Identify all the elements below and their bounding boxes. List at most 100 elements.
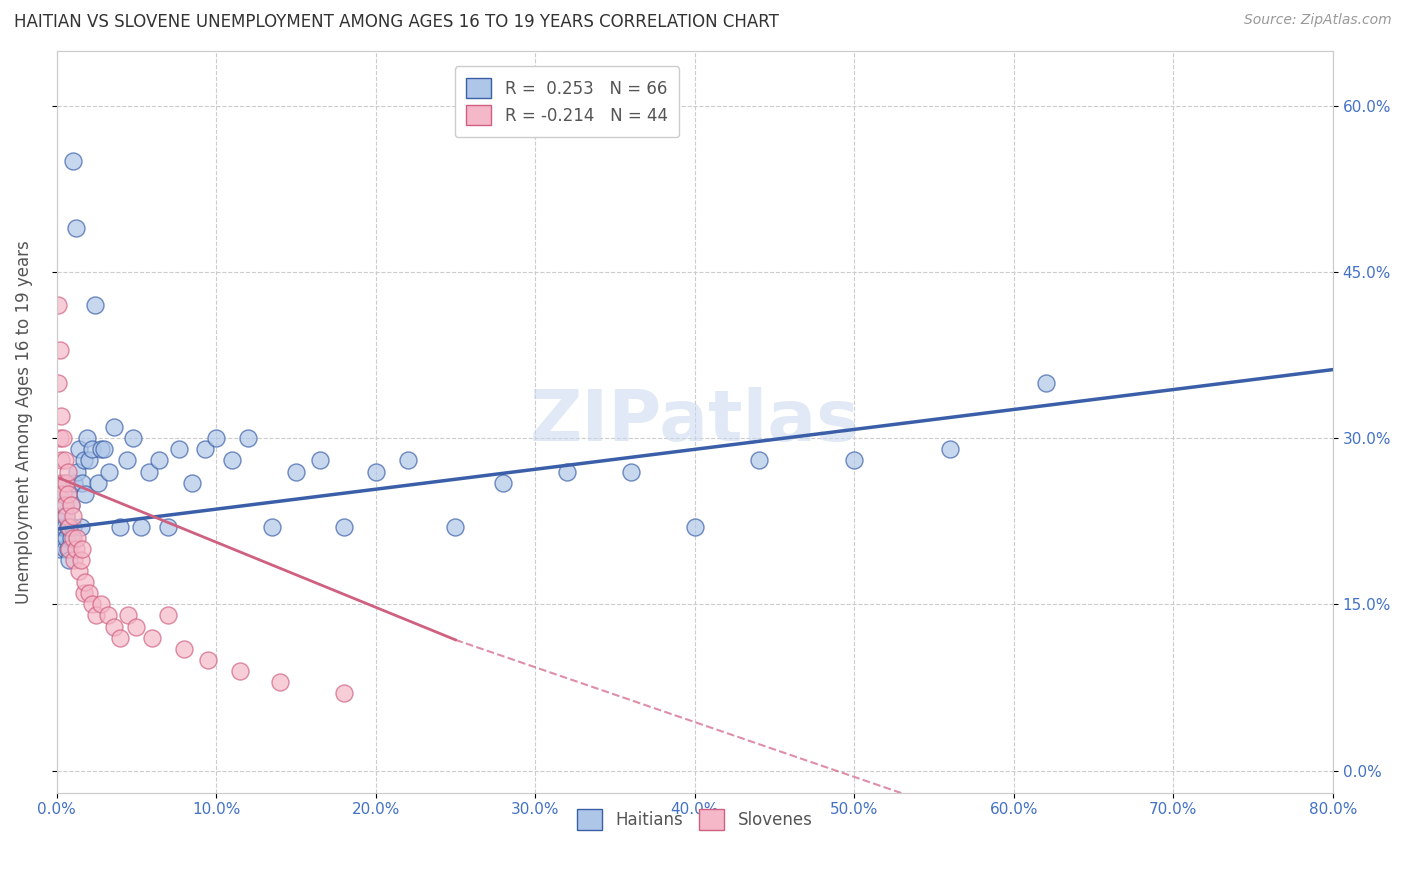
Haitians (129, 520, 152, 534)
Haitians (69, 520, 91, 534)
Slovenes (97, 608, 120, 623)
Slovenes (75, 575, 97, 590)
Haitians (80, 442, 103, 457)
Haitians (53, 520, 76, 534)
Haitians (157, 520, 180, 534)
Haitians (236, 431, 259, 445)
Slovenes (67, 564, 90, 578)
Haitians (58, 520, 80, 534)
Slovenes (110, 631, 132, 645)
Haitians (56, 541, 79, 556)
Slovenes (141, 631, 163, 645)
Haitians (747, 453, 769, 467)
Slovenes (52, 431, 75, 445)
Slovenes (51, 453, 73, 467)
Slovenes (59, 498, 82, 512)
Slovenes (65, 541, 87, 556)
Haitians (66, 465, 89, 479)
Slovenes (63, 553, 86, 567)
Haitians (55, 508, 77, 523)
Slovenes (52, 486, 75, 500)
Slovenes (117, 608, 139, 623)
Haitians (683, 520, 706, 534)
Slovenes (55, 508, 77, 523)
Haitians (110, 520, 132, 534)
Slovenes (73, 586, 96, 600)
Haitians (844, 453, 866, 467)
Haitians (90, 442, 112, 457)
Haitians (59, 531, 82, 545)
Haitians (46, 520, 69, 534)
Slovenes (62, 531, 84, 545)
Haitians (620, 465, 643, 479)
Y-axis label: Unemployment Among Ages 16 to 19 years: Unemployment Among Ages 16 to 19 years (15, 240, 32, 604)
Slovenes (62, 508, 84, 523)
Slovenes (269, 674, 291, 689)
Haitians (77, 453, 100, 467)
Slovenes (77, 586, 100, 600)
Haitians (444, 520, 467, 534)
Haitians (205, 431, 228, 445)
Legend: Haitians, Slovenes: Haitians, Slovenes (569, 803, 820, 837)
Slovenes (51, 409, 73, 424)
Haitians (492, 475, 515, 490)
Slovenes (229, 664, 252, 678)
Slovenes (66, 531, 89, 545)
Slovenes (49, 343, 72, 357)
Haitians (62, 154, 84, 169)
Slovenes (103, 619, 125, 633)
Haitians (194, 442, 217, 457)
Haitians (939, 442, 962, 457)
Haitians (62, 520, 84, 534)
Haitians (63, 475, 86, 490)
Slovenes (46, 376, 69, 390)
Haitians (87, 475, 110, 490)
Haitians (56, 486, 79, 500)
Slovenes (173, 641, 195, 656)
Haitians (56, 520, 79, 534)
Haitians (49, 486, 72, 500)
Haitians (122, 431, 145, 445)
Slovenes (55, 475, 77, 490)
Slovenes (56, 486, 79, 500)
Slovenes (58, 520, 80, 534)
Haitians (308, 453, 330, 467)
Haitians (284, 465, 307, 479)
Haitians (55, 531, 77, 545)
Haitians (396, 453, 419, 467)
Haitians (70, 475, 93, 490)
Slovenes (56, 465, 79, 479)
Haitians (51, 531, 73, 545)
Haitians (332, 520, 354, 534)
Haitians (52, 520, 75, 534)
Slovenes (90, 598, 112, 612)
Slovenes (70, 541, 93, 556)
Haitians (364, 465, 387, 479)
Slovenes (46, 298, 69, 312)
Text: Source: ZipAtlas.com: Source: ZipAtlas.com (1244, 13, 1392, 28)
Slovenes (86, 608, 108, 623)
Slovenes (197, 653, 219, 667)
Haitians (76, 431, 98, 445)
Haitians (65, 220, 87, 235)
Text: ZIPatlas: ZIPatlas (530, 387, 859, 456)
Haitians (53, 541, 76, 556)
Haitians (67, 442, 90, 457)
Slovenes (58, 541, 80, 556)
Text: HAITIAN VS SLOVENE UNEMPLOYMENT AMONG AGES 16 TO 19 YEARS CORRELATION CHART: HAITIAN VS SLOVENE UNEMPLOYMENT AMONG AG… (14, 13, 779, 31)
Slovenes (80, 598, 103, 612)
Slovenes (332, 686, 354, 700)
Haitians (138, 465, 160, 479)
Haitians (93, 442, 115, 457)
Slovenes (125, 619, 148, 633)
Haitians (83, 298, 105, 312)
Haitians (98, 465, 121, 479)
Slovenes (51, 475, 73, 490)
Haitians (59, 498, 82, 512)
Haitians (221, 453, 243, 467)
Slovenes (53, 498, 76, 512)
Haitians (51, 508, 73, 523)
Haitians (169, 442, 191, 457)
Haitians (52, 498, 75, 512)
Slovenes (157, 608, 180, 623)
